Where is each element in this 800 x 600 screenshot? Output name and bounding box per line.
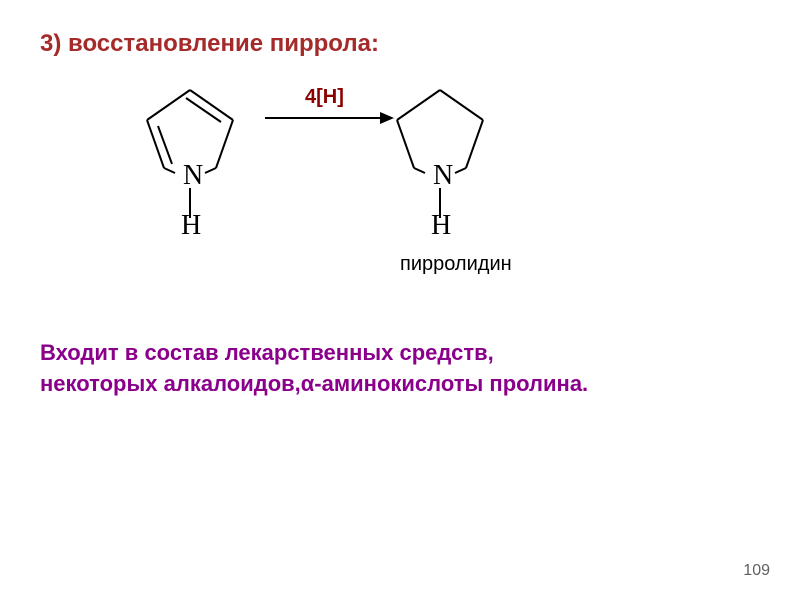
product-name-label: пирролидин	[400, 253, 512, 276]
reaction-diagram: N H 4[H] N H пирролидин	[40, 78, 760, 278]
description-block: Входит в состав лекарственных средств, н…	[40, 338, 760, 400]
title-text: 3) восстановление пиррола:	[40, 30, 379, 57]
product-N-label: N	[433, 160, 453, 192]
reactant-N-label: N	[183, 160, 203, 192]
product-H-label: H	[431, 210, 451, 242]
page-number: 109	[743, 562, 770, 580]
section-title: 3) восстановление пиррола:	[40, 30, 760, 58]
desc-line-2: некоторых алкалоидов,α-аминокислоты прол…	[40, 369, 760, 400]
reactant-H-label: H	[181, 210, 201, 242]
arrow-condition-label: 4[H]	[305, 86, 344, 109]
desc-line-1: Входит в состав лекарственных средств,	[40, 338, 760, 369]
